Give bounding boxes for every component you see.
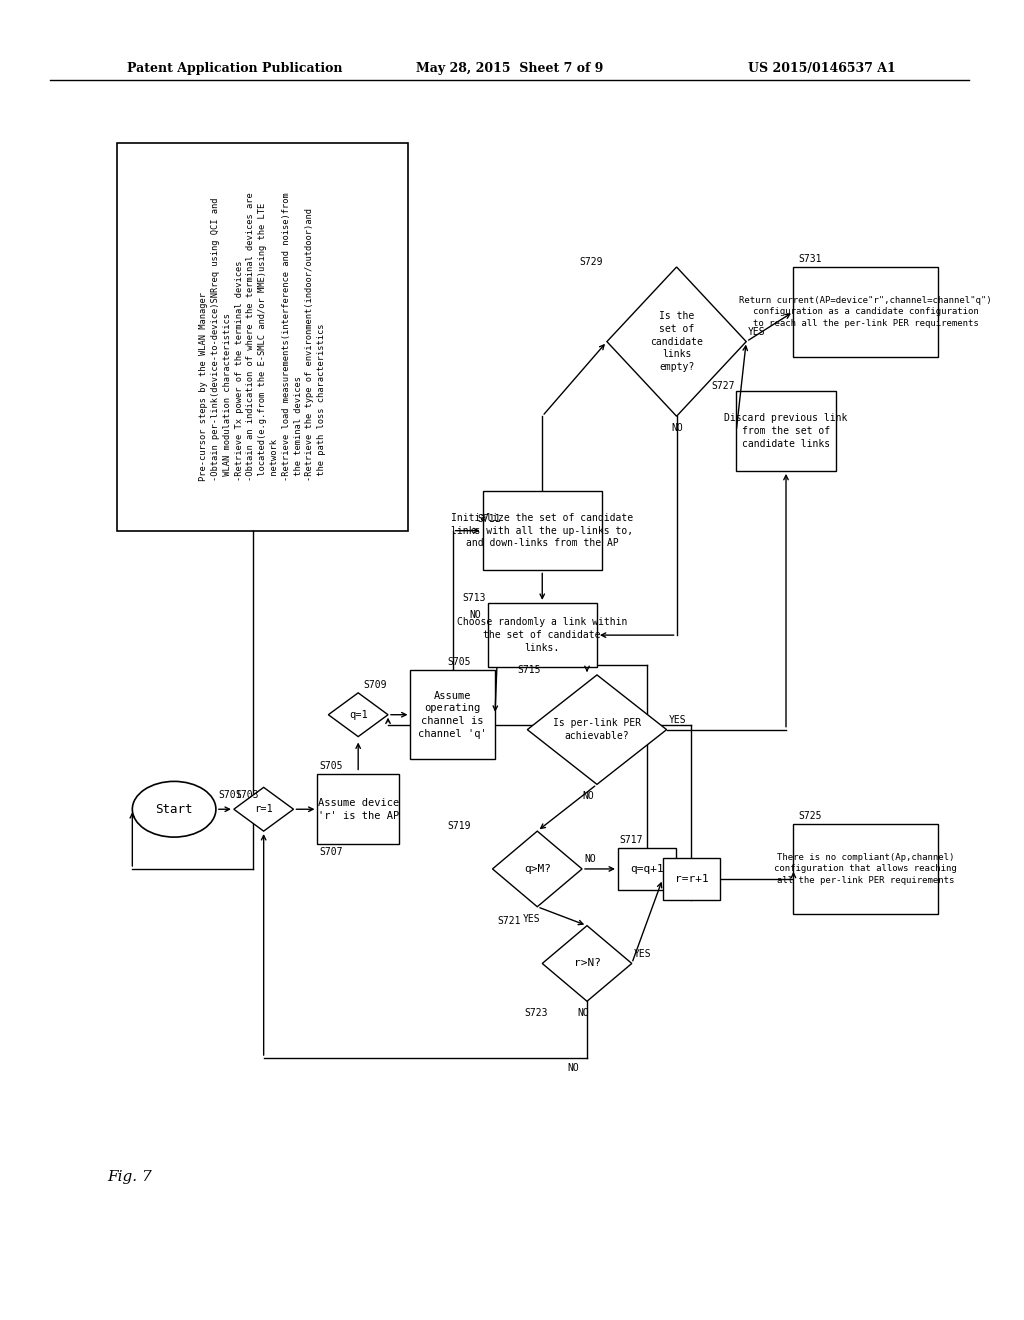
Text: S717: S717 [620,836,643,845]
Text: May 28, 2015  Sheet 7 of 9: May 28, 2015 Sheet 7 of 9 [416,62,603,74]
Text: S707: S707 [319,847,343,857]
FancyBboxPatch shape [736,391,836,471]
Text: Choose randomly a link within
the set of candidate
links.: Choose randomly a link within the set of… [457,618,628,653]
Text: S705: S705 [319,762,343,771]
Text: Assume device
'r' is the AP: Assume device 'r' is the AP [317,797,398,821]
FancyBboxPatch shape [482,491,602,570]
Text: Fig. 7: Fig. 7 [108,1171,153,1184]
FancyBboxPatch shape [487,603,597,668]
Text: NO: NO [567,1063,579,1073]
Text: NO: NO [584,854,596,865]
Text: Pre-cursor steps by the WLAN Manager
-Obtain per-link(device-to-device)SNRreq us: Pre-cursor steps by the WLAN Manager -Ob… [199,193,327,480]
Text: r=1: r=1 [254,804,273,814]
Text: YES: YES [634,949,651,958]
Text: NO: NO [470,610,481,619]
Text: S705: S705 [447,657,471,667]
Polygon shape [607,267,746,416]
Text: S725: S725 [799,812,822,821]
Polygon shape [527,675,667,784]
Text: r>N?: r>N? [573,958,600,969]
Text: S701: S701 [218,791,242,800]
Text: S703: S703 [236,791,259,800]
Text: NO: NO [672,424,683,433]
Text: Start: Start [156,803,193,816]
Text: S731: S731 [799,253,822,264]
Text: q>M?: q>M? [523,863,551,874]
Text: r=r+1: r=r+1 [675,874,709,884]
Text: NO: NO [578,1008,589,1018]
FancyBboxPatch shape [411,671,495,759]
Text: Return current(AP=device"r",channel=channel"q")
configuration as a candidate con: Return current(AP=device"r",channel=chan… [739,296,992,327]
Text: YES: YES [522,913,540,924]
Text: YES: YES [669,714,686,725]
Text: Assume
operating
channel is
channel 'q': Assume operating channel is channel 'q' [419,690,487,739]
FancyBboxPatch shape [794,824,938,913]
Text: q=1: q=1 [349,710,368,719]
Text: There is no compliant(Ap,channel)
configuration that allows reaching
all the per: There is no compliant(Ap,channel) config… [774,853,957,884]
Text: S719: S719 [447,821,471,832]
Text: Discard previous link
from the set of
candidate links: Discard previous link from the set of ca… [724,413,848,449]
Text: S729: S729 [579,257,602,267]
Text: S723: S723 [524,1008,548,1018]
Text: US 2015/0146537 A1: US 2015/0146537 A1 [748,62,895,74]
Polygon shape [543,925,632,1002]
Text: NO: NO [582,791,594,801]
Text: S727: S727 [712,381,735,392]
Ellipse shape [132,781,216,837]
Text: YES: YES [749,326,766,337]
FancyBboxPatch shape [317,775,399,843]
Text: S709: S709 [364,680,387,690]
Text: Initialize the set of candidate
links with all the up-links to,
and down-links f: Initialize the set of candidate links wi… [452,513,633,548]
FancyBboxPatch shape [118,143,408,531]
FancyBboxPatch shape [794,267,938,356]
Text: S713: S713 [463,593,486,603]
Polygon shape [329,693,388,737]
Text: q=q+1: q=q+1 [630,863,664,874]
Polygon shape [233,787,294,832]
FancyBboxPatch shape [617,847,676,890]
Text: Is the
set of
candidate
links
empty?: Is the set of candidate links empty? [650,312,703,372]
Text: Is per-link PER
achievable?: Is per-link PER achievable? [553,718,641,741]
Text: S721: S721 [498,916,521,925]
Text: Patent Application Publication: Patent Application Publication [127,62,343,74]
Text: S715: S715 [517,665,541,675]
Text: S711: S711 [477,513,501,524]
Polygon shape [493,832,582,907]
FancyBboxPatch shape [663,858,720,900]
